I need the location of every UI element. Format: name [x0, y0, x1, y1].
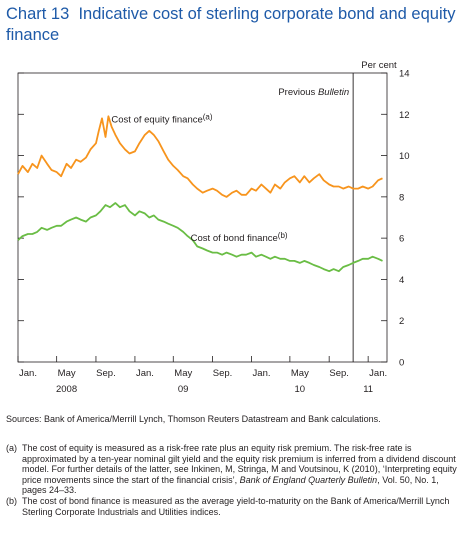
x-tick-label: May	[174, 368, 192, 379]
y-unit-label: Per cent	[361, 60, 397, 71]
footnote-label: (b)	[6, 495, 17, 506]
x-year-label: 10	[294, 384, 305, 395]
footnote-a: (a) The cost of equity is measured as a …	[6, 443, 458, 496]
y-tick-label: 8	[399, 192, 404, 203]
footnote-text-end: , Vol. 50, No. 1, pages 24–33.	[22, 474, 439, 496]
chart-number: Chart 13	[6, 5, 70, 23]
x-year-label: 11	[363, 384, 373, 395]
x-tick-label: Sep.	[329, 368, 349, 379]
series-label: Cost of equity finance(a)	[111, 113, 212, 126]
footnote-journal: Bank of England Quarterly Bulletin	[239, 474, 378, 485]
x-tick-label: Jan.	[19, 368, 37, 379]
x-tick-label: May	[58, 368, 76, 379]
series-label: Cost of bond finance(b)	[191, 231, 288, 244]
footnotes: (a) The cost of equity is measured as a …	[6, 443, 458, 517]
chart-title: Chart 13 Indicative cost of sterling cor…	[6, 4, 460, 46]
previous-bulletin-label: Previous Bulletin	[278, 87, 349, 98]
series-line-bond	[17, 202, 383, 273]
x-tick-label: Jan.	[369, 368, 387, 379]
y-tick-label: 2	[399, 316, 404, 327]
y-tick-label: 0	[399, 358, 404, 369]
y-tick-label: 14	[399, 69, 410, 80]
x-year-label: 09	[178, 384, 189, 395]
footnote-text-main: The cost of equity is measured as a risk…	[22, 443, 457, 485]
x-tick-label: Sep.	[96, 368, 116, 379]
x-year-label: 2008	[56, 384, 77, 395]
y-tick-label: 12	[399, 110, 410, 121]
footnote-text: The cost of equity is measured as a risk…	[22, 443, 458, 496]
plot-frame	[17, 72, 388, 363]
sources-note: Sources: Bank of America/Merrill Lynch, …	[6, 414, 381, 424]
y-tick-label: 4	[399, 275, 404, 286]
footnote-text: The cost of bond finance is measured as …	[22, 495, 450, 517]
x-tick-label: May	[291, 368, 309, 379]
x-tick-label: Sep.	[213, 368, 233, 379]
y-tick-label: 10	[399, 151, 410, 162]
series-line-equity	[17, 115, 383, 198]
chart-title-text: Indicative cost of sterling corporate bo…	[6, 5, 456, 44]
y-tick-label: 6	[399, 234, 404, 245]
x-tick-label: Jan.	[136, 368, 154, 379]
footnote-label: (a)	[6, 443, 17, 453]
x-tick-label: Jan.	[253, 368, 271, 379]
footnote-b: (b) The cost of bond finance is measured…	[6, 496, 458, 517]
